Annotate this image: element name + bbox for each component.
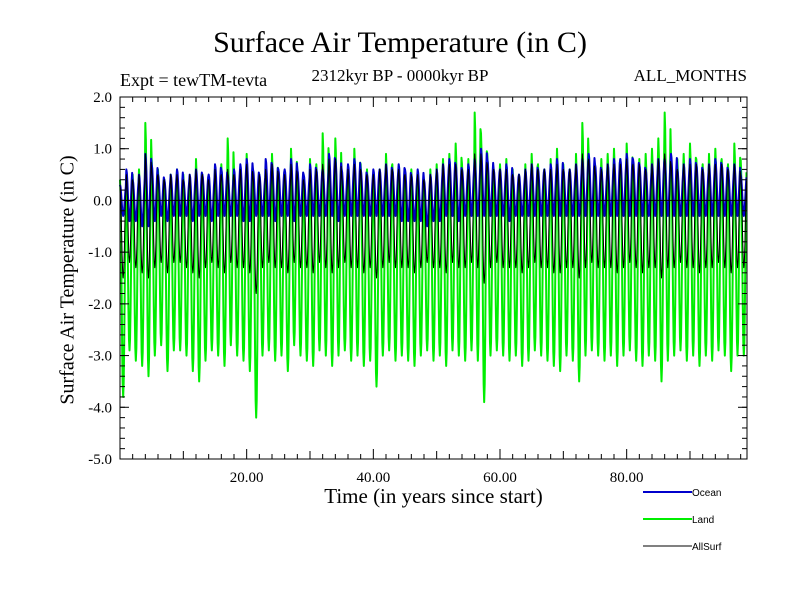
x-tick-label: 20.00 [230,470,264,486]
x-axis-label: Time (in years since start) [324,484,543,508]
y-tick-label: -4.0 [88,400,112,416]
x-tick-label: 40.00 [356,470,390,486]
legend-label-allsurf: AllSurf [692,542,722,553]
y-tick-label: -3.0 [88,349,112,365]
y-tick-label: 1.0 [93,142,112,158]
y-tick-label: 2.0 [93,90,112,106]
series-line-allsurf [119,153,747,295]
series-line-land [119,111,748,419]
experiment-label: Expt = tewTM-tevta [120,70,268,90]
time-range-label: 2312kyr BP - 0000kyr BP [311,66,489,85]
chart-title: Surface Air Temperature (in C) [213,26,587,59]
x-tick-label: 80.00 [610,470,644,486]
months-label: ALL_MONTHS [633,66,747,85]
series-layer [119,111,748,419]
legend-label-land: Land [692,515,714,526]
y-tick-label: -2.0 [88,297,112,313]
axis-layer: 2.0 1.0 0.0 -1.0 -2.0 -3.0 -4.0 -5.0 20.00 40.00 6… [88,90,748,486]
x-tick-label: 60.00 [483,470,517,486]
y-tick-label: 0.0 [93,193,112,209]
legend: Ocean Land AllSurf [643,488,722,553]
series-line-ocean [119,147,748,228]
y-tick-label: -1.0 [88,245,112,261]
legend-label-ocean: Ocean [692,488,721,499]
y-tick-label: -5.0 [88,452,112,468]
plot-frame [119,96,748,460]
